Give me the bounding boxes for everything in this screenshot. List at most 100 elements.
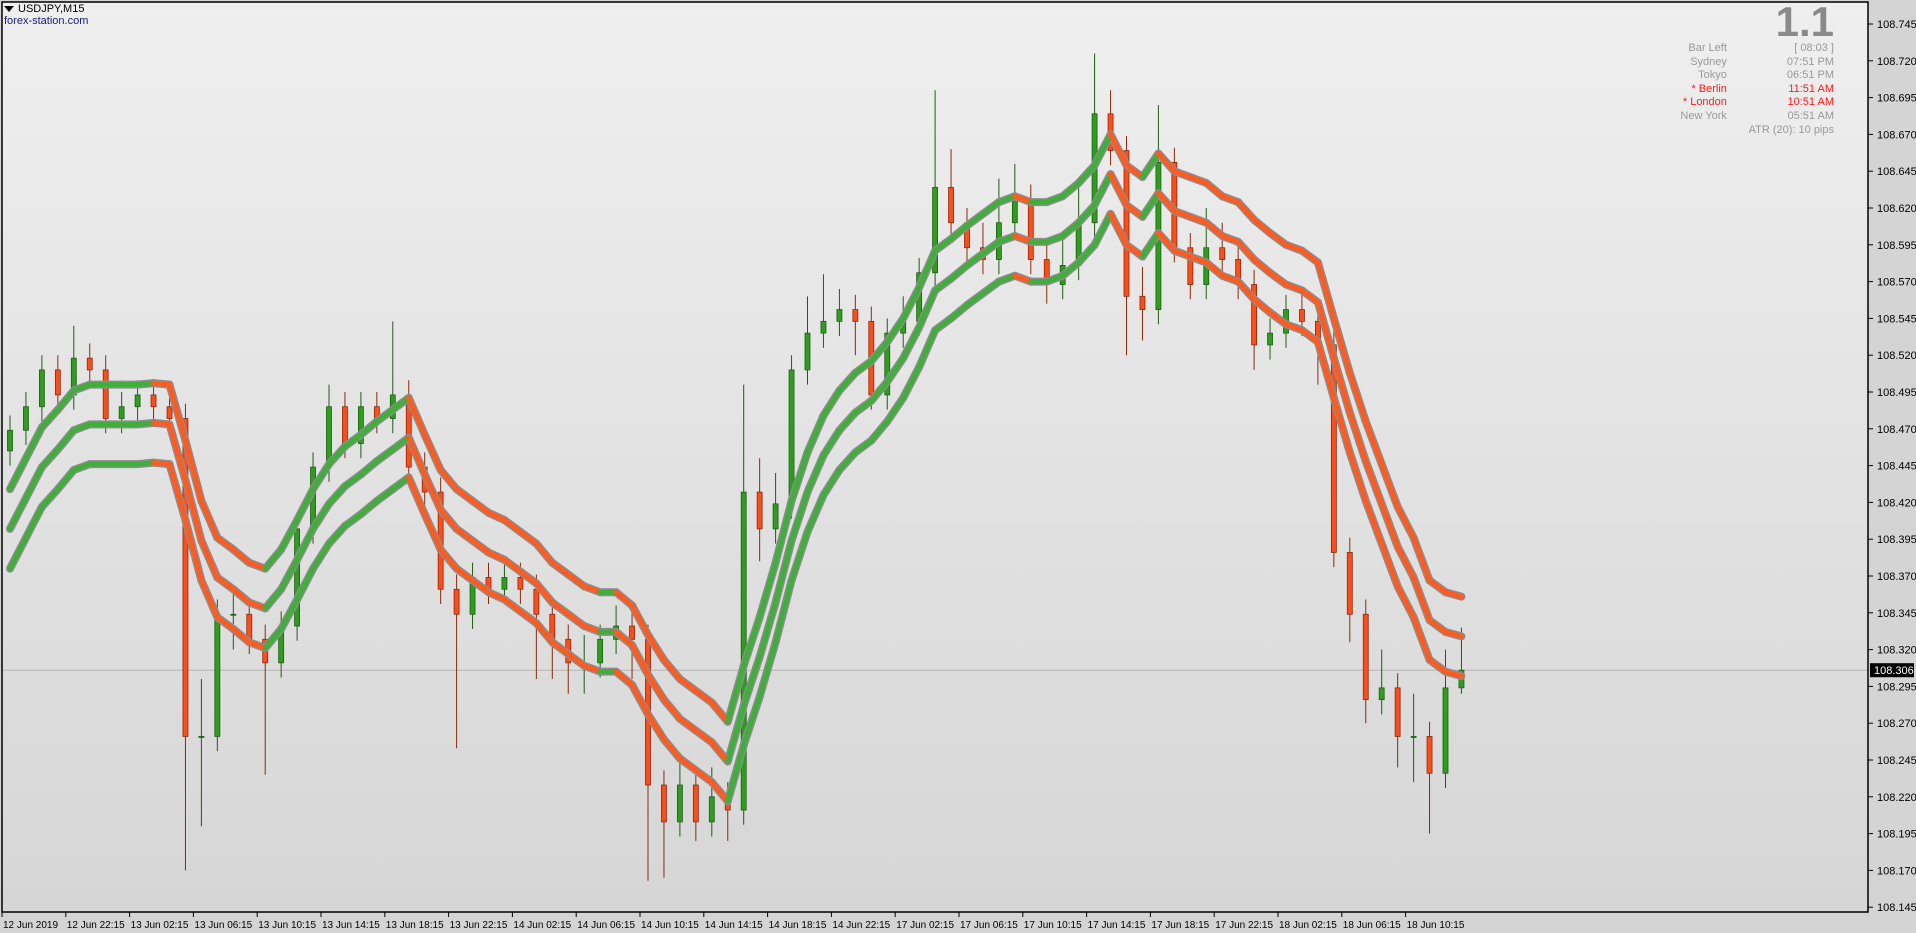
band-lower-segment: [1283, 321, 1305, 333]
band-lower-segment: [342, 511, 364, 529]
candle-bear: [150, 394, 157, 408]
band-upper-segment: [1299, 248, 1321, 265]
current-price-label: 108.306: [1874, 665, 1914, 677]
y-tick-label: 108.195: [1877, 829, 1916, 841]
band-upper-segment: [964, 211, 986, 229]
band-middle-segment: [390, 435, 412, 452]
band-middle-segment: [1299, 287, 1321, 305]
band-upper-segment: [23, 424, 45, 461]
band-upper-segment: [1124, 162, 1145, 180]
band-upper-segment: [916, 248, 938, 290]
band-middle-segment: [55, 427, 77, 452]
band-middle-segment: [916, 287, 938, 330]
band-upper-segment: [198, 498, 220, 541]
band-upper-segment: [1315, 259, 1337, 321]
candle-bear: [182, 418, 189, 737]
symbol-label: USDJPY,M15: [18, 3, 85, 15]
band-lower-segment: [789, 529, 810, 583]
band-lower-segment: [1171, 248, 1193, 260]
band-middle-segment: [836, 410, 858, 433]
y-tick-label: 108.670: [1877, 129, 1916, 141]
band-lower-segment: [517, 608, 539, 626]
band-lower-segment: [996, 273, 1018, 285]
band-lower-segment: [326, 523, 348, 547]
band-lower-segment: [852, 438, 874, 455]
band-middle-segment: [294, 526, 316, 563]
y-tick-label: 108.170: [1877, 865, 1916, 877]
candle-bull: [597, 638, 604, 664]
band-upper-segment: [1427, 577, 1448, 595]
band-upper-segment: [1235, 199, 1257, 223]
band-upper-segment: [1187, 174, 1209, 186]
band-upper-segment: [709, 700, 731, 725]
band-upper-segment: [1379, 461, 1401, 510]
y-tick-label: 108.520: [1877, 350, 1916, 362]
band-middle-segment: [262, 586, 284, 611]
band-upper-segment: [1347, 370, 1369, 424]
band-upper-segment: [501, 517, 523, 535]
session-times-table: Bar Left [ 08:03 ] Sydney 07:51 PM Tokyo 06:5…: [1668, 42, 1834, 123]
candle-bull: [7, 429, 13, 452]
session-row: Bar Left [ 08:03 ]: [1668, 42, 1834, 56]
band-upper-segment: [438, 467, 460, 492]
candle-bull: [772, 503, 779, 530]
band-lower-segment: [1443, 669, 1464, 679]
candle-bear: [1219, 247, 1226, 260]
session-label: New York: [1680, 109, 1727, 122]
y-tick-label: 108.395: [1877, 534, 1916, 546]
band-middle-segment: [1427, 617, 1448, 635]
y-tick-label: 108.345: [1877, 608, 1916, 620]
band-lower-segment: [1363, 498, 1385, 547]
band-lower-segment: [1299, 327, 1321, 345]
band-upper-segment: [980, 199, 1002, 217]
band-middle-segment: [486, 549, 507, 563]
band-middle-segment: [868, 379, 890, 404]
y-tick-label: 108.595: [1877, 240, 1916, 252]
band-lower-segment: [1347, 449, 1369, 504]
band-upper-segment: [725, 663, 747, 725]
band-middle-segment: [230, 586, 252, 605]
band-lower-segment: [868, 418, 890, 444]
session-time: [ 08:03 ]: [1794, 42, 1834, 54]
band-lower-segment: [1044, 273, 1066, 285]
candle-bear: [756, 491, 763, 530]
candle-bull: [357, 406, 364, 444]
candle-bull: [1410, 736, 1417, 738]
band-middle-segment: [1060, 220, 1082, 239]
session-row: Tokyo 06:51 PM: [1668, 69, 1834, 83]
band-upper-segment: [470, 498, 491, 516]
candle-bull: [23, 406, 29, 431]
x-tick-label: 14 Jun 22:15: [832, 920, 890, 931]
band-lower-segment: [1124, 242, 1145, 260]
band-middle-segment: [805, 452, 826, 495]
dropdown-triangle-icon[interactable]: [4, 6, 14, 12]
candle-bull: [820, 320, 827, 334]
band-upper-segment: [533, 541, 555, 566]
band-upper-segment: [135, 380, 157, 388]
candle-bull: [214, 613, 221, 737]
session-time: 05:51 AM: [1787, 109, 1834, 122]
x-tick-label: 14 Jun 14:15: [705, 920, 763, 931]
band-lower-segment: [1267, 310, 1289, 327]
band-upper-segment: [342, 432, 364, 449]
band-upper-segment: [167, 382, 188, 444]
band-middle-segment: [501, 557, 523, 575]
x-tick-label: 13 Jun 02:15: [131, 920, 189, 931]
band-lower-segment: [55, 467, 77, 492]
band-middle-segment: [581, 623, 603, 635]
band-lower-segment: [805, 492, 826, 535]
band-lower-segment: [1187, 254, 1209, 265]
band-upper-segment: [693, 688, 715, 706]
candle-bull: [1267, 332, 1273, 346]
candle-bear: [1123, 150, 1130, 297]
candle-bull: [932, 186, 938, 274]
band-lower-segment: [374, 486, 396, 504]
candle-bear: [166, 406, 173, 419]
band-upper-segment: [789, 449, 810, 504]
band-middle-segment: [1235, 239, 1257, 263]
band-upper-segment: [230, 547, 252, 566]
band-upper-segment: [422, 432, 444, 473]
candle-bear: [1426, 736, 1433, 774]
